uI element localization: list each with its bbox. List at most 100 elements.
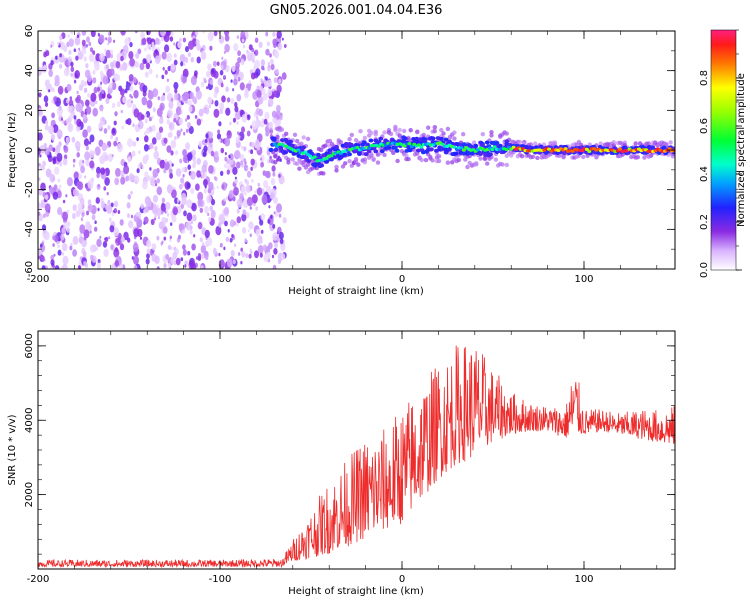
spectrogram-noise-speckle bbox=[243, 146, 247, 152]
spectrogram-noise-speckle bbox=[269, 155, 272, 160]
spectrogram-noise-speckle bbox=[191, 243, 196, 251]
spectrogram-signal-halo bbox=[295, 138, 300, 144]
spectrogram-noise-speckle bbox=[132, 242, 139, 252]
spectrogram-noise-speckle bbox=[220, 138, 223, 143]
spectrogram-signal-halo bbox=[489, 133, 494, 138]
spectrogram-noise-speckle bbox=[232, 88, 235, 92]
spectrogram-noise-speckle bbox=[167, 244, 172, 250]
spectrogram-noise-speckle bbox=[154, 55, 161, 64]
spectrogram-noise-speckle bbox=[266, 251, 271, 259]
spectrogram-noise-speckle bbox=[41, 265, 46, 269]
spectrogram-signal-peak bbox=[355, 145, 360, 150]
spectrogram-noise-speckle bbox=[209, 80, 213, 85]
spectrogram-noise-speckle bbox=[44, 124, 49, 131]
spectrogram-noise-speckle bbox=[139, 162, 143, 167]
spectrogram-noise-speckle bbox=[271, 165, 276, 172]
spectrogram-signal-band bbox=[479, 143, 485, 148]
spectrogram-noise-speckle bbox=[249, 248, 252, 252]
spectrogram-noise-speckle bbox=[124, 88, 128, 94]
spectrogram-noise-speckle bbox=[169, 172, 174, 179]
spectrogram-noise-speckle bbox=[99, 235, 102, 239]
spectrogram-noise-speckle bbox=[96, 262, 101, 269]
spectrogram-noise-speckle bbox=[187, 122, 191, 129]
spectrogram-noise-speckle bbox=[87, 179, 94, 189]
spectrogram-signal-peak bbox=[492, 145, 497, 149]
snr-y-ticks: 2000 4000 6000 bbox=[24, 330, 675, 555]
y-tick-label: 40 bbox=[24, 64, 35, 77]
y-tick-label: -60 bbox=[24, 261, 35, 277]
spectrogram-signal-halo bbox=[445, 126, 451, 132]
spectrogram-noise-speckle bbox=[171, 189, 177, 199]
spectrogram-noise-speckle bbox=[202, 31, 205, 34]
spectrogram-noise-speckle bbox=[57, 244, 60, 249]
spectrogram-noise-speckle bbox=[146, 53, 152, 63]
spectrogram-signal-band bbox=[278, 146, 284, 151]
spectrogram-signal-peak bbox=[296, 148, 301, 152]
spectrogram-noise-speckle bbox=[251, 179, 254, 183]
spectrogram-signal-halo bbox=[268, 129, 274, 134]
spectrogram-noise-speckle bbox=[273, 50, 280, 59]
spectrogram-noise-speckle bbox=[179, 37, 182, 43]
spectrogram-noise-speckle bbox=[93, 150, 96, 155]
spectrogram-noise-speckle bbox=[121, 62, 128, 71]
spectrogram-noise-speckle bbox=[51, 87, 55, 93]
spectrogram-noise-speckle bbox=[198, 140, 203, 148]
spectrogram-noise-speckle bbox=[180, 110, 183, 115]
spectrogram-noise-speckle bbox=[112, 128, 116, 134]
spectrogram-noise-speckle bbox=[186, 212, 193, 222]
spectrogram-noise-speckle bbox=[106, 144, 109, 149]
spectrogram-noise-speckle bbox=[85, 221, 91, 230]
spectrogram-noise-speckle bbox=[223, 246, 226, 251]
spectrogram-noise-speckle bbox=[219, 108, 223, 115]
spectrogram-noise-speckle bbox=[54, 75, 60, 84]
spectrogram-noise-speckle bbox=[114, 259, 120, 268]
spectrogram-signal-halo bbox=[369, 151, 374, 157]
spectrogram-signal-halo bbox=[493, 157, 499, 162]
spectrogram-noise-speckle bbox=[66, 177, 73, 187]
spectrogram-noise-speckle bbox=[281, 72, 287, 80]
spectrogram-noise-speckle bbox=[148, 46, 151, 51]
spectrogram-noise-speckle bbox=[249, 206, 252, 210]
spectrogram-noise-speckle bbox=[252, 91, 258, 100]
spectrogram-noise-speckle bbox=[38, 189, 43, 196]
spectrogram-noise-speckle bbox=[133, 175, 140, 185]
spectrogram-signal-band bbox=[368, 138, 374, 143]
spectrogram-signal-halo bbox=[402, 128, 407, 134]
spectrogram-noise-speckle bbox=[138, 120, 144, 130]
spectrogram-noise-speckle bbox=[271, 254, 275, 259]
spectrogram-noise-speckle bbox=[109, 225, 115, 233]
spectrogram-noise-speckle bbox=[241, 126, 245, 133]
spectrogram-noise-speckle bbox=[74, 70, 80, 79]
spectrogram-noise-speckle bbox=[111, 154, 114, 158]
spectrogram-noise-speckle bbox=[267, 219, 271, 224]
spectrogram-noise-speckle bbox=[226, 130, 232, 139]
spectrogram-noise-speckle bbox=[162, 66, 165, 71]
colorbar-tick-label: 0.0 bbox=[699, 262, 710, 278]
spectrogram-noise-speckle bbox=[281, 37, 284, 41]
spectrogram-noise-speckle bbox=[251, 120, 258, 130]
spectrogram-noise-speckle bbox=[253, 112, 257, 117]
spectrogram-noise-speckle bbox=[72, 213, 76, 220]
spectrogram-noise-speckle bbox=[163, 33, 170, 43]
spectrogram-noise-speckle bbox=[217, 222, 222, 228]
spectrogram-noise-speckle bbox=[168, 101, 174, 110]
spectrogram-noise-speckle bbox=[57, 85, 64, 95]
spectrogram-signal-peak bbox=[308, 154, 313, 158]
spectrogram-noise-speckle bbox=[234, 105, 239, 113]
spectrogram-noise-speckle bbox=[106, 204, 113, 214]
colorbar-gradient bbox=[711, 30, 736, 270]
spectrogram-noise-speckle bbox=[219, 243, 223, 248]
snr-background bbox=[38, 331, 675, 569]
spectrogram-signal-halo bbox=[471, 140, 477, 145]
spectrogram-signal-band bbox=[373, 149, 379, 154]
spectrogram-signal-halo bbox=[391, 149, 396, 155]
spectrogram-noise-speckle bbox=[247, 229, 250, 233]
spectrogram-noise-speckle bbox=[239, 154, 245, 161]
spectrogram-noise-speckle bbox=[72, 249, 77, 257]
spectrogram-noise-speckle bbox=[66, 227, 70, 233]
spectrogram-noise-speckle bbox=[182, 149, 188, 157]
spectrogram-noise-speckle bbox=[167, 132, 171, 138]
spectrogram-noise-speckle bbox=[203, 145, 208, 152]
spectrogram-noise-speckle bbox=[231, 233, 234, 239]
spectrogram-noise-speckle bbox=[38, 162, 41, 167]
